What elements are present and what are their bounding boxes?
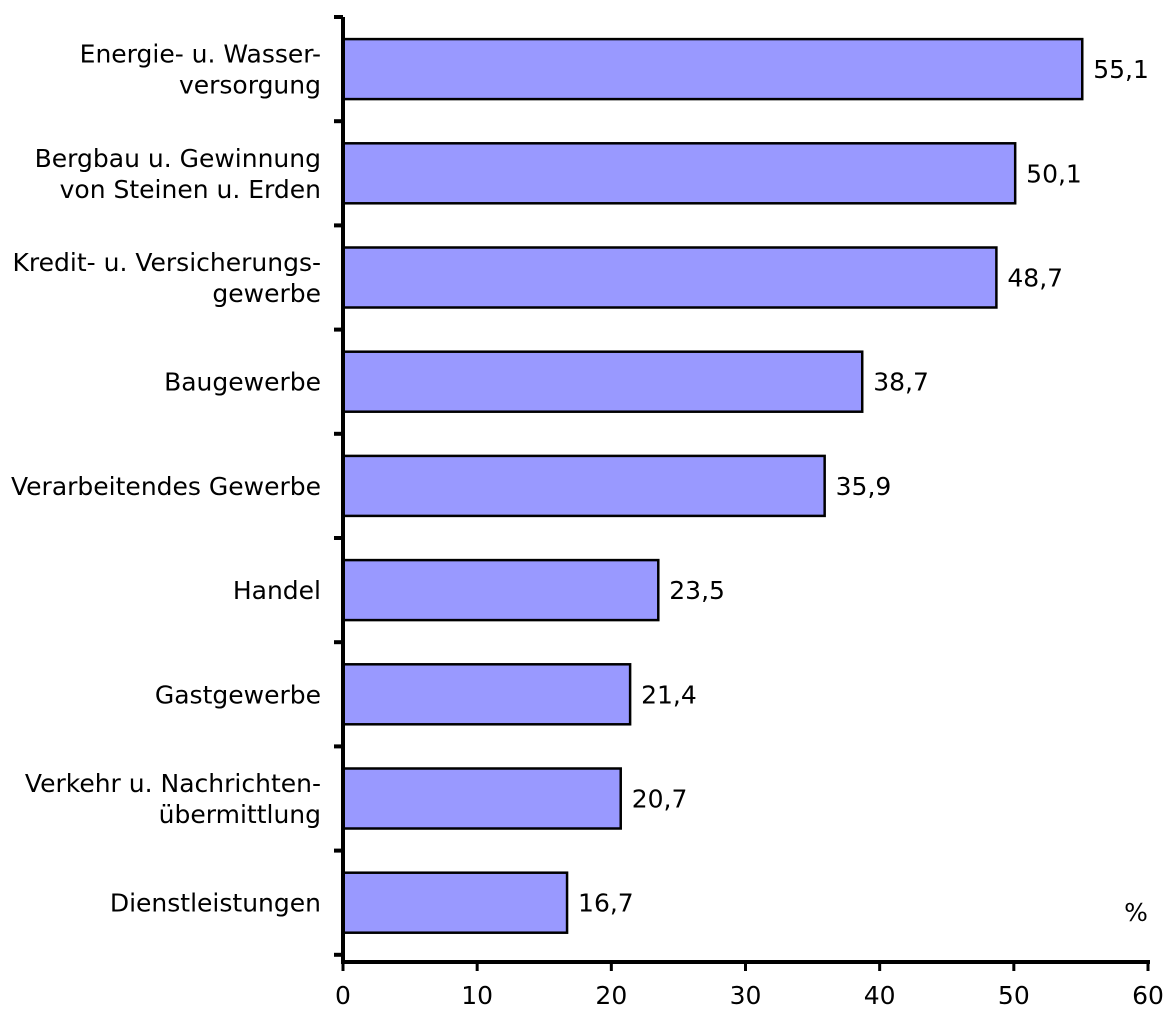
x-tick-label: 20: [595, 981, 627, 1009]
category-label: Verkehr u. Nachrichten-: [25, 769, 321, 798]
x-tick-label: 30: [730, 981, 762, 1009]
category-label: übermittlung: [159, 800, 321, 829]
category-label: Handel: [233, 576, 321, 605]
data-label: 50,1: [1026, 159, 1082, 188]
data-label: 21,4: [641, 680, 697, 709]
bar: [341, 871, 569, 934]
x-tick-label: 40: [864, 981, 896, 1009]
data-label: 16,7: [578, 889, 634, 918]
category-label: von Steinen u. Erden: [60, 175, 321, 204]
bar: [341, 454, 826, 518]
category-label: gewerbe: [212, 279, 321, 308]
bar: [341, 246, 998, 309]
bar: [341, 558, 660, 622]
bar: [341, 767, 622, 830]
bar: [341, 663, 632, 726]
bar: [341, 142, 1017, 205]
category-label: Baugewerbe: [164, 368, 321, 397]
category-label: Gastgewerbe: [155, 680, 321, 709]
bar: [341, 350, 864, 413]
x-tick-label: 0: [335, 981, 351, 1009]
data-label: 48,7: [1007, 264, 1063, 293]
axes-layer: [334, 15, 1150, 971]
x-tick-label: 10: [461, 981, 493, 1009]
x-tick-label: 60: [1132, 981, 1164, 1009]
labels-layer: 55,1 Energie- u. Wasser-versorgung 50,1 Ber…: [11, 40, 1164, 1009]
category-label: Verarbeitendes Gewerbe: [11, 472, 321, 501]
category-label: Energie- u. Wasser-: [80, 40, 321, 69]
x-tick-label: 50: [998, 981, 1030, 1009]
bars-layer: [341, 37, 1084, 934]
data-label: 23,5: [669, 576, 725, 605]
unit-label: %: [1124, 898, 1148, 927]
bar: [341, 37, 1084, 101]
data-label: 20,7: [632, 785, 688, 814]
data-label: 35,9: [836, 472, 892, 501]
data-label: 55,1: [1093, 55, 1149, 84]
category-label: Dienstleistungen: [110, 889, 321, 918]
category-label: Bergbau u. Gewinnung: [35, 144, 321, 173]
data-label: 38,7: [873, 368, 929, 397]
category-label: versorgung: [179, 71, 321, 100]
category-label: Kredit- u. Versicherungs-: [13, 248, 321, 277]
